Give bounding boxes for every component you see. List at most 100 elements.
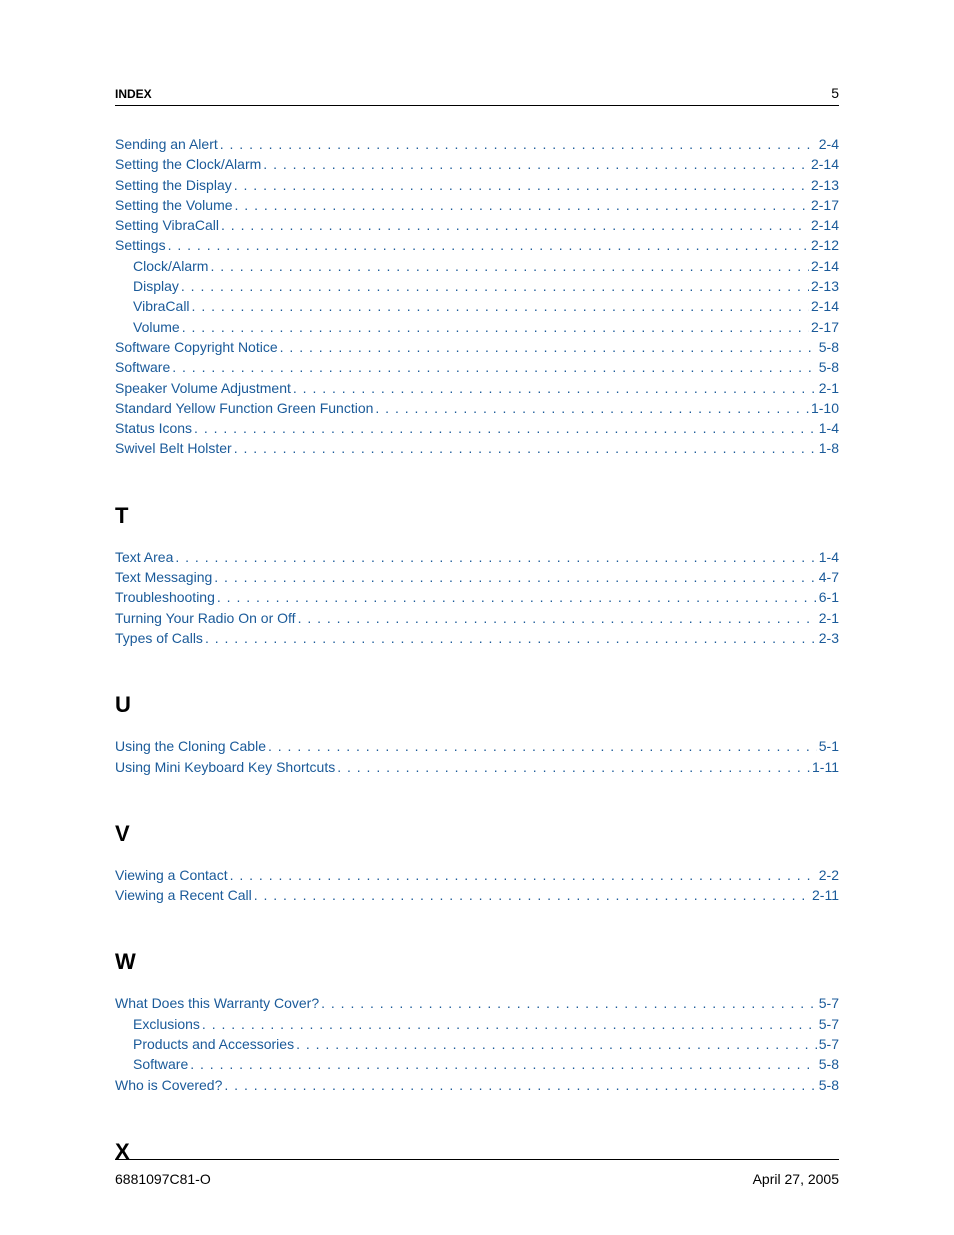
index-entry-page[interactable]: 6-1 (819, 587, 839, 607)
index-entry-page[interactable]: 4-7 (819, 567, 839, 587)
index-entry-page[interactable]: 2-13 (811, 175, 839, 195)
index-entry-label[interactable]: Troubleshooting (115, 587, 215, 607)
index-entry-label[interactable]: Settings (115, 235, 166, 255)
index-entry-page[interactable]: 2-13 (811, 276, 839, 296)
index-entry-page[interactable]: 5-8 (819, 357, 839, 377)
index-continued-entries: Sending an Alert 2-4Setting the Clock/Al… (115, 134, 839, 459)
index-entry: Clock/Alarm 2-14 (115, 256, 839, 276)
index-entry-label[interactable]: Using the Cloning Cable (115, 736, 266, 756)
index-entry: Setting the Display 2-13 (115, 175, 839, 195)
index-entry-label[interactable]: Standard Yellow Function Green Function (115, 398, 373, 418)
index-entry-label[interactable]: Software Copyright Notice (115, 337, 278, 357)
index-entry: Products and Accessories 5-7 (115, 1034, 839, 1054)
header-label: INDEX (115, 87, 152, 101)
index-entry-page[interactable]: 5-7 (819, 1034, 839, 1054)
index-entry-page[interactable]: 5-1 (819, 736, 839, 756)
footer-rule (115, 1159, 839, 1160)
index-entry-label[interactable]: Products and Accessories (133, 1034, 294, 1054)
index-entry: Who is Covered? 5-8 (115, 1075, 839, 1095)
index-entry-page[interactable]: 5-8 (819, 337, 839, 357)
index-entry-label[interactable]: Text Messaging (115, 567, 212, 587)
index-entry: Setting VibraCall 2-14 (115, 215, 839, 235)
index-entry-page[interactable]: 2-14 (811, 215, 839, 235)
index-entry-page[interactable]: 2-17 (811, 195, 839, 215)
header-page-number: 5 (831, 85, 839, 101)
index-entry: Software 5-8 (115, 357, 839, 377)
index-entry-label[interactable]: Turning Your Radio On or Off (115, 608, 296, 628)
index-entry-page[interactable]: 2-1 (819, 608, 839, 628)
index-entry-page[interactable]: 2-2 (819, 865, 839, 885)
index-entry-page[interactable]: 5-8 (819, 1054, 839, 1074)
index-entry-page[interactable]: 1-10 (811, 398, 839, 418)
index-entry-page[interactable]: 1-11 (812, 757, 839, 777)
index-entry-label[interactable]: Types of Calls (115, 628, 203, 648)
index-entry-page[interactable]: 2-14 (811, 256, 839, 276)
index-sections: TText Area 1-4Text Messaging 4-7Troubles… (115, 503, 839, 1165)
index-entry-label[interactable]: Setting the Clock/Alarm (115, 154, 261, 174)
index-entry-label[interactable]: Viewing a Recent Call (115, 885, 252, 905)
index-entry-page[interactable]: 1-4 (819, 547, 839, 567)
index-leader-dots (190, 1054, 817, 1074)
index-entry: Speaker Volume Adjustment 2-1 (115, 378, 839, 398)
index-entry: Text Area 1-4 (115, 547, 839, 567)
index-entry-label[interactable]: VibraCall (133, 296, 190, 316)
index-entry-page[interactable]: 1-4 (819, 418, 839, 438)
index-entry-label[interactable]: Using Mini Keyboard Key Shortcuts (115, 757, 335, 777)
index-entry-label[interactable]: Exclusions (133, 1014, 200, 1034)
index-entry-label[interactable]: Software (115, 357, 170, 377)
index-entry-page[interactable]: 2-14 (811, 296, 839, 316)
index-leader-dots (321, 993, 817, 1013)
index-entry-page[interactable]: 5-8 (819, 1075, 839, 1095)
index-entry-label[interactable]: Status Icons (115, 418, 192, 438)
index-leader-dots (192, 296, 809, 316)
index-entry-label[interactable]: Setting VibraCall (115, 215, 219, 235)
index-entry-label[interactable]: Swivel Belt Holster (115, 438, 232, 458)
index-entry-label[interactable]: Software (133, 1054, 188, 1074)
index-entry-page[interactable]: 2-11 (812, 885, 839, 905)
index-entry-page[interactable]: 2-3 (819, 628, 839, 648)
index-entry-label[interactable]: Sending an Alert (115, 134, 218, 154)
index-leader-dots (268, 736, 817, 756)
page-header: INDEX 5 (115, 85, 839, 106)
index-entry-label[interactable]: Clock/Alarm (133, 256, 208, 276)
index-entry-label[interactable]: Who is Covered? (115, 1075, 222, 1095)
index-entry: Standard Yellow Function Green Function … (115, 398, 839, 418)
index-entry-label[interactable]: Setting the Display (115, 175, 232, 195)
page-footer: 6881097C81-O April 27, 2005 (115, 1171, 839, 1187)
index-entry-label[interactable]: Display (133, 276, 179, 296)
index-entry-page[interactable]: 2-12 (811, 235, 839, 255)
index-section-letter: U (115, 692, 839, 718)
index-leader-dots (298, 608, 817, 628)
index-leader-dots (224, 1075, 816, 1095)
index-entry-page[interactable]: 2-17 (811, 317, 839, 337)
index-leader-dots (221, 215, 809, 235)
index-entry: Volume 2-17 (115, 317, 839, 337)
index-entry-label[interactable]: Setting the Volume (115, 195, 233, 215)
index-leader-dots (182, 317, 809, 337)
index-entry-label[interactable]: Speaker Volume Adjustment (115, 378, 291, 398)
index-entry-label[interactable]: Volume (133, 317, 180, 337)
index-section-letter: W (115, 949, 839, 975)
index-entry-label[interactable]: What Does this Warranty Cover? (115, 993, 319, 1013)
index-entry-page[interactable]: 2-14 (811, 154, 839, 174)
index-entry-label[interactable]: Text Area (115, 547, 173, 567)
index-leader-dots (263, 154, 809, 174)
index-leader-dots (375, 398, 809, 418)
index-section-letter: X (115, 1139, 839, 1165)
index-section-letter: V (115, 821, 839, 847)
footer-doc-id: 6881097C81-O (115, 1171, 211, 1187)
index-entry-page[interactable]: 2-4 (819, 134, 839, 154)
index-entry: Types of Calls 2-3 (115, 628, 839, 648)
index-entry: Using Mini Keyboard Key Shortcuts 1-11 (115, 757, 839, 777)
index-leader-dots (217, 587, 817, 607)
index-entry-page[interactable]: 5-7 (819, 1014, 839, 1034)
index-leader-dots (214, 567, 816, 587)
index-entry: Display 2-13 (115, 276, 839, 296)
index-entry-label[interactable]: Viewing a Contact (115, 865, 228, 885)
index-entry: Settings 2-12 (115, 235, 839, 255)
index-entry: Setting the Clock/Alarm 2-14 (115, 154, 839, 174)
index-entry-page[interactable]: 2-1 (819, 378, 839, 398)
index-entry-page[interactable]: 1-8 (819, 438, 839, 458)
index-leader-dots (235, 195, 809, 215)
index-entry-page[interactable]: 5-7 (819, 993, 839, 1013)
